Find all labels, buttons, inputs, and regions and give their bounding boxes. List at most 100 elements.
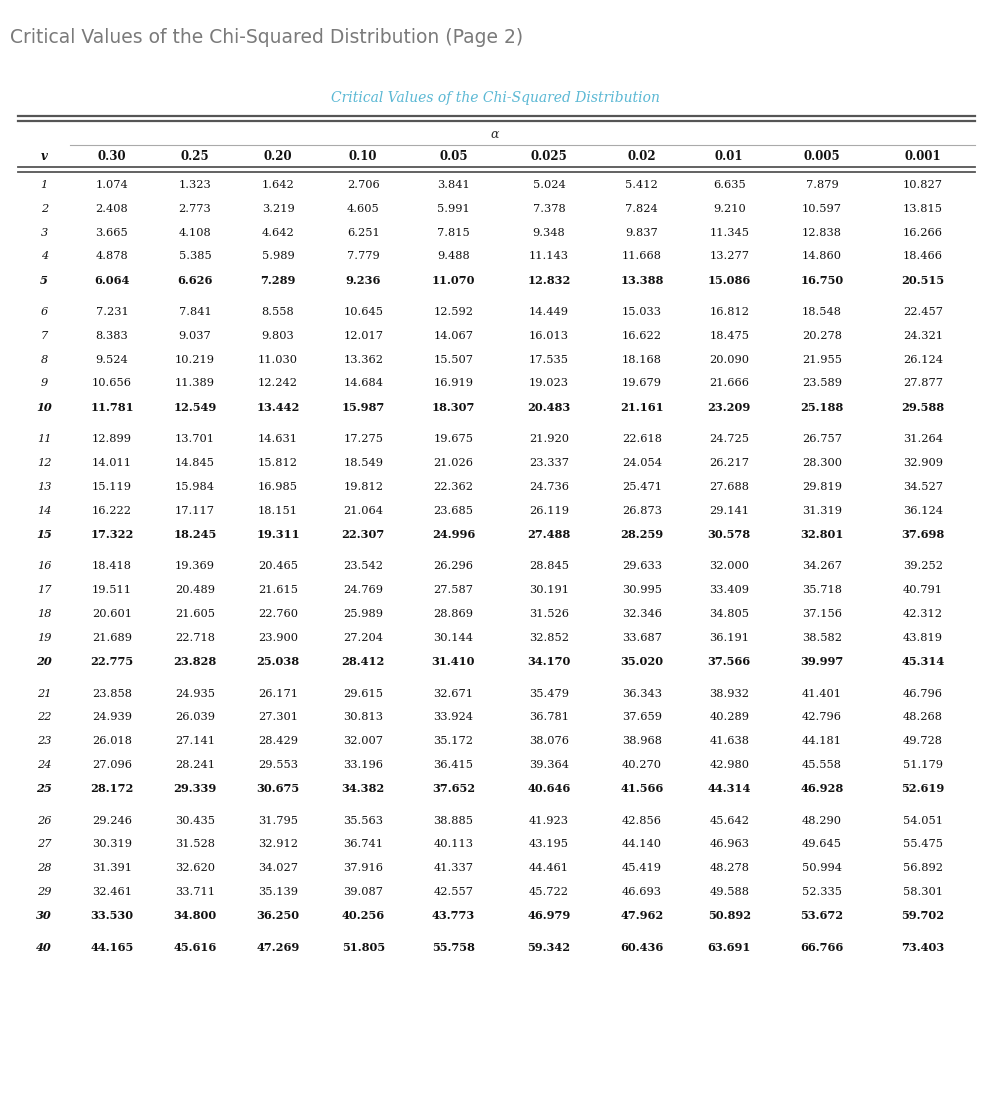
- Text: 36.781: 36.781: [529, 713, 569, 723]
- Text: 32.461: 32.461: [92, 887, 132, 897]
- Text: 23.337: 23.337: [529, 458, 569, 468]
- Text: 16.750: 16.750: [801, 274, 843, 285]
- Text: 10.597: 10.597: [802, 204, 842, 214]
- Text: 28.259: 28.259: [621, 528, 663, 539]
- Text: 8.383: 8.383: [96, 331, 129, 341]
- Text: 0.02: 0.02: [628, 150, 656, 162]
- Text: 29.588: 29.588: [902, 402, 944, 413]
- Text: 1: 1: [41, 180, 48, 190]
- Text: 29.246: 29.246: [92, 816, 132, 826]
- Text: 13.277: 13.277: [709, 251, 749, 261]
- Text: 2.408: 2.408: [96, 204, 129, 214]
- Text: 46.963: 46.963: [709, 839, 749, 849]
- Text: 41.923: 41.923: [529, 816, 569, 826]
- Text: 24: 24: [37, 760, 51, 770]
- Text: 0.25: 0.25: [180, 150, 209, 162]
- Text: 16.222: 16.222: [92, 505, 132, 515]
- Text: 25.471: 25.471: [622, 482, 661, 492]
- Text: 16.985: 16.985: [258, 482, 298, 492]
- Text: 45.314: 45.314: [902, 656, 944, 667]
- Text: 22.775: 22.775: [90, 656, 134, 667]
- Text: 26.124: 26.124: [903, 355, 943, 365]
- Text: 3.841: 3.841: [437, 180, 469, 190]
- Text: 23.858: 23.858: [92, 688, 132, 698]
- Text: 27.587: 27.587: [434, 585, 473, 595]
- Text: 1.323: 1.323: [178, 180, 211, 190]
- Text: 27.096: 27.096: [92, 760, 132, 770]
- Text: 27.877: 27.877: [903, 379, 943, 388]
- Text: 13.815: 13.815: [903, 204, 943, 214]
- Text: 23.900: 23.900: [258, 633, 298, 643]
- Text: 35.020: 35.020: [621, 656, 663, 667]
- Text: 21.955: 21.955: [802, 355, 842, 365]
- Text: 26.119: 26.119: [529, 505, 569, 515]
- Text: 16.622: 16.622: [622, 331, 661, 341]
- Text: 13.388: 13.388: [620, 274, 663, 285]
- Text: 4.605: 4.605: [346, 204, 379, 214]
- Text: 56.892: 56.892: [903, 864, 943, 874]
- Text: 23.589: 23.589: [802, 379, 842, 388]
- Text: 13.362: 13.362: [344, 355, 383, 365]
- Text: 24.725: 24.725: [709, 434, 749, 444]
- Text: v: v: [41, 150, 48, 162]
- Text: 27: 27: [37, 839, 51, 849]
- Text: 24.321: 24.321: [903, 331, 943, 341]
- Text: 31.528: 31.528: [175, 839, 215, 849]
- Text: 27.141: 27.141: [175, 736, 215, 746]
- Text: 16: 16: [37, 562, 51, 572]
- Text: 2.706: 2.706: [346, 180, 379, 190]
- Text: 11: 11: [37, 434, 51, 444]
- Text: 7.378: 7.378: [533, 204, 565, 214]
- Text: 12.549: 12.549: [173, 402, 217, 413]
- Text: 55.475: 55.475: [903, 839, 943, 849]
- Text: 24.939: 24.939: [92, 713, 132, 723]
- Text: 16.266: 16.266: [903, 228, 943, 238]
- Text: 40.791: 40.791: [903, 585, 943, 595]
- Text: 22.457: 22.457: [903, 307, 943, 317]
- Text: 18.307: 18.307: [432, 402, 475, 413]
- Text: 19.511: 19.511: [92, 585, 132, 595]
- Text: 33.711: 33.711: [175, 887, 215, 897]
- Text: 14.684: 14.684: [344, 379, 383, 388]
- Text: 25.038: 25.038: [256, 656, 300, 667]
- Text: 33.687: 33.687: [622, 633, 661, 643]
- Text: 0.10: 0.10: [348, 150, 377, 162]
- Text: 0.001: 0.001: [905, 150, 941, 162]
- Text: 73.403: 73.403: [902, 942, 944, 953]
- Text: 12.592: 12.592: [434, 307, 473, 317]
- Text: 32.346: 32.346: [622, 609, 661, 619]
- Text: 38.076: 38.076: [529, 736, 569, 746]
- Text: 34.027: 34.027: [258, 864, 298, 874]
- Text: 36.124: 36.124: [903, 505, 943, 515]
- Text: 4: 4: [41, 251, 48, 261]
- Text: 50.994: 50.994: [802, 864, 842, 874]
- Text: 35.172: 35.172: [434, 736, 473, 746]
- Text: 17.275: 17.275: [344, 434, 383, 444]
- Text: 33.409: 33.409: [709, 585, 749, 595]
- Text: 23.828: 23.828: [173, 656, 217, 667]
- Text: 5.989: 5.989: [261, 251, 294, 261]
- Text: 38.582: 38.582: [802, 633, 842, 643]
- Text: 38.885: 38.885: [434, 816, 473, 826]
- Text: 18.418: 18.418: [92, 562, 132, 572]
- Text: 22.718: 22.718: [175, 633, 215, 643]
- Text: 41.638: 41.638: [709, 736, 749, 746]
- Text: 9.488: 9.488: [437, 251, 469, 261]
- Text: 26.018: 26.018: [92, 736, 132, 746]
- Text: 33.530: 33.530: [90, 910, 134, 921]
- Text: 34.805: 34.805: [709, 609, 749, 619]
- Text: 2.773: 2.773: [178, 204, 211, 214]
- Text: 12.832: 12.832: [528, 274, 570, 285]
- Text: 22: 22: [37, 713, 51, 723]
- Text: 43.195: 43.195: [529, 839, 569, 849]
- Text: 51.179: 51.179: [903, 760, 943, 770]
- Text: 43.773: 43.773: [432, 910, 475, 921]
- Text: 21.615: 21.615: [258, 585, 298, 595]
- Text: 34.267: 34.267: [802, 562, 842, 572]
- Text: 9.803: 9.803: [261, 331, 294, 341]
- Text: 10: 10: [37, 402, 52, 413]
- Text: 20.515: 20.515: [902, 274, 944, 285]
- Text: 28.241: 28.241: [175, 760, 215, 770]
- Text: 26: 26: [37, 816, 51, 826]
- Text: 37.156: 37.156: [802, 609, 842, 619]
